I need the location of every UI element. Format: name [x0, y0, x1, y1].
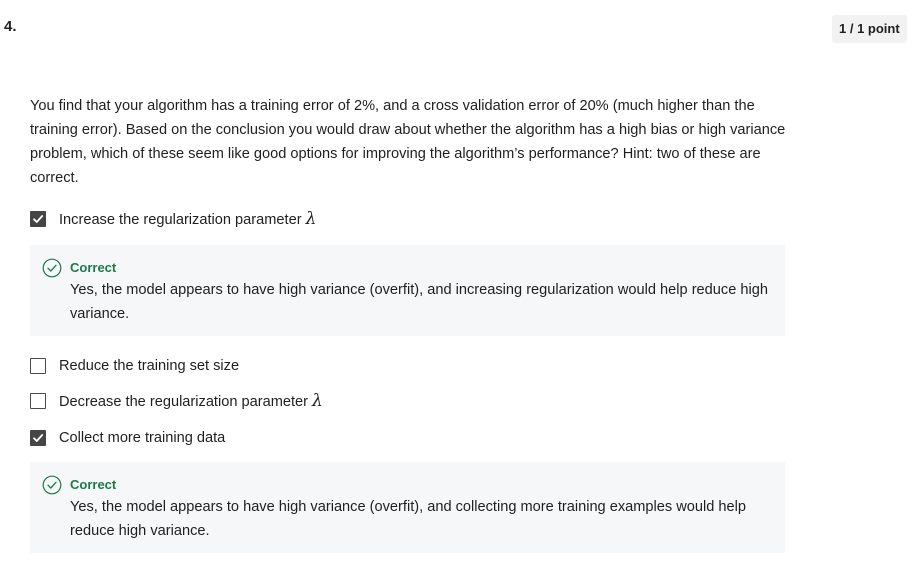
check-circle-icon: [42, 475, 62, 495]
check-icon: [33, 434, 44, 442]
option-label: Increase the regularization parameter λ: [59, 209, 317, 229]
feedback-panel: Correct Yes, the model appears to have h…: [30, 462, 785, 553]
option-increase-regularization[interactable]: Increase the regularization parameter λ: [30, 209, 316, 229]
checkbox-checked[interactable]: [30, 430, 46, 446]
feedback-text: Yes, the model appears to have high vari…: [70, 499, 747, 539]
check-icon: [33, 215, 44, 223]
question-prompt: You find that your algorithm has a train…: [30, 98, 786, 186]
question-number: 4.: [4, 18, 17, 35]
check-circle-icon: [42, 258, 62, 278]
option-reduce-training-set[interactable]: Reduce the training set size: [30, 356, 239, 376]
feedback-title: Correct: [70, 260, 117, 275]
lambda-symbol: λ: [312, 391, 323, 411]
checkbox-unchecked[interactable]: [30, 393, 46, 409]
option-collect-more-data[interactable]: Collect more training data: [30, 428, 225, 448]
option-decrease-regularization[interactable]: Decrease the regularization parameter λ: [30, 391, 323, 411]
lambda-symbol: λ: [305, 209, 317, 229]
feedback-title: Correct: [70, 477, 117, 492]
checkbox-unchecked[interactable]: [30, 358, 46, 374]
checkbox-checked[interactable]: [30, 211, 46, 227]
option-label: Collect more training data: [59, 430, 226, 446]
feedback-panel: Correct Yes, the model appears to have h…: [30, 245, 785, 336]
option-label: Reduce the training set size: [59, 358, 240, 374]
feedback-text: Yes, the model appears to have high vari…: [70, 282, 768, 322]
option-label: Decrease the regularization parameter λ: [59, 391, 323, 411]
points-badge: 1 / 1 point: [832, 15, 907, 43]
